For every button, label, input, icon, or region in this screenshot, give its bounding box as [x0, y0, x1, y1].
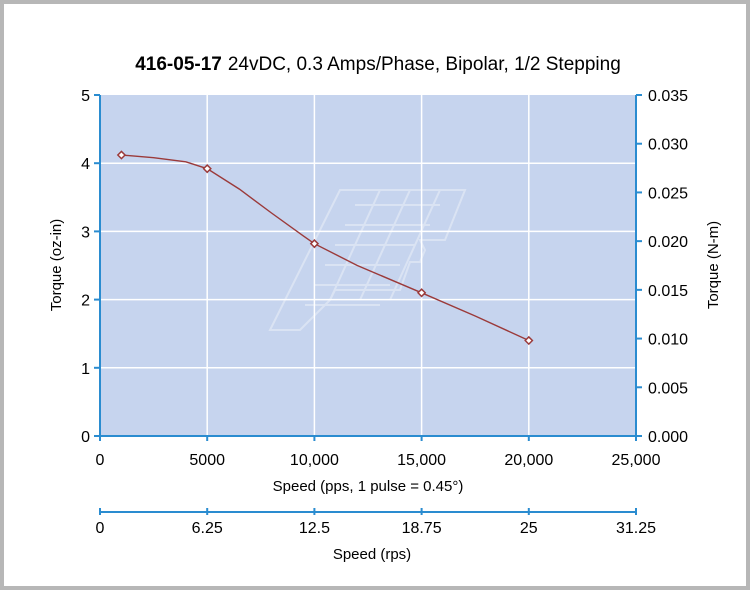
- x2-axis-label: Speed (rps): [333, 546, 411, 563]
- y-left-tick-label: 4: [81, 156, 90, 173]
- chart-title-part-number: 416-05-17: [135, 54, 222, 75]
- y-left-tick-label: 1: [81, 361, 90, 378]
- y-axis-left-label: Torque (oz-in): [48, 219, 65, 312]
- y-right-tick-label: 0.000: [648, 429, 688, 446]
- x-tick-label: 5000: [189, 452, 225, 469]
- x2-tick-label: 6.25: [192, 520, 223, 537]
- grid-layer: [100, 95, 636, 436]
- torque-curve-line: [121, 154, 530, 342]
- axes-layer: 0 1 2 3 4 5 0.000 0.005 0.010 0.015 0.020 0.025 0.03…: [81, 88, 688, 537]
- x-tick-label: 0: [96, 452, 105, 469]
- data-point-marker: [309, 239, 320, 249]
- y-left-tick-label: 2: [81, 293, 90, 310]
- plot-area: [100, 95, 636, 436]
- y-right-tick-label: 0.020: [648, 234, 688, 251]
- x-tick-label: 20,000: [504, 452, 553, 469]
- x-tick-label: 10,000: [290, 452, 339, 469]
- x2-tick-label: 0: [96, 520, 105, 537]
- data-point-marker: [416, 288, 427, 298]
- y-right-tick-label: 0.005: [648, 380, 688, 397]
- logo-watermark: [268, 189, 467, 331]
- x2-tick-label: 31.25: [616, 520, 656, 537]
- x-tick-label: 15,000: [397, 452, 446, 469]
- data-point-marker: [202, 163, 212, 174]
- chart-title: 416-05-17 24vDC, 0.3 Amps/Phase, Bipolar,…: [135, 54, 621, 75]
- y-right-tick-label: 0.030: [648, 137, 688, 154]
- y-right-tick-label: 0.015: [648, 283, 688, 300]
- y-axis-right-label: Torque (N-m): [705, 221, 722, 309]
- y-right-tick-label: 0.010: [648, 332, 688, 349]
- x2-tick-label: 25: [520, 520, 538, 537]
- y-left-tick-label: 5: [81, 88, 90, 105]
- series-layer: [116, 150, 534, 346]
- x-tick-label: 25,000: [612, 452, 661, 469]
- y-left-tick-label: 3: [81, 224, 90, 241]
- x-axis-label: Speed (pps, 1 pulse = 0.45°): [273, 478, 464, 495]
- data-point-marker: [524, 335, 534, 346]
- x2-tick-label: 12.5: [299, 520, 330, 537]
- data-point-marker: [116, 150, 127, 160]
- y-right-tick-label: 0.025: [648, 185, 688, 202]
- chart-title-spec: 24vDC, 0.3 Amps/Phase, Bipolar, 1/2 Step…: [228, 54, 621, 75]
- y-right-tick-label: 0.035: [648, 88, 688, 105]
- x2-tick-label: 18.75: [402, 520, 442, 537]
- y-left-tick-label: 0: [81, 429, 90, 446]
